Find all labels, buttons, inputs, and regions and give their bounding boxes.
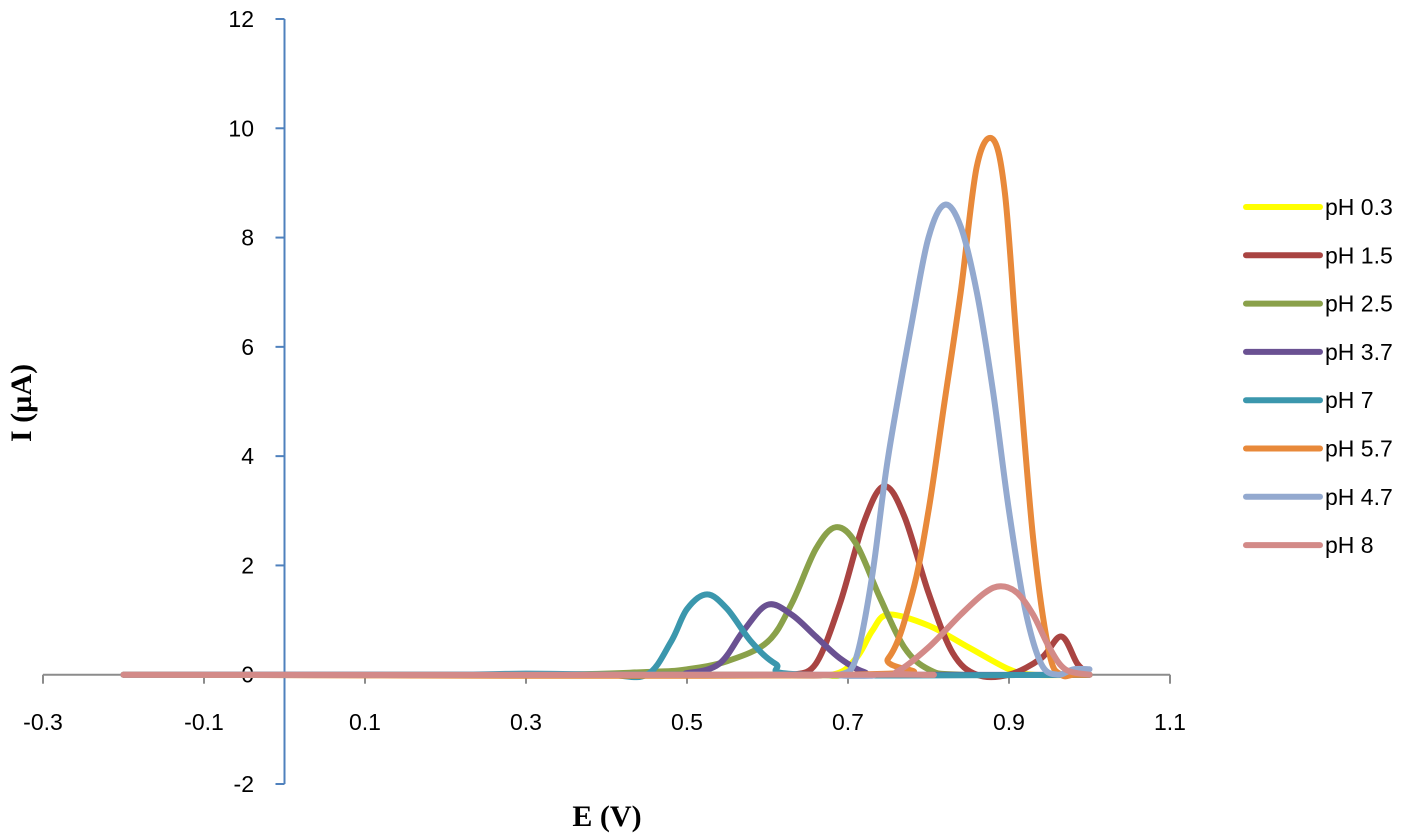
series-line-ph-5-7 — [120, 134, 1093, 680]
x-tick-label: 0.9 — [993, 709, 1025, 735]
legend-label-ph-1-5: pH 1.5 — [1325, 242, 1393, 268]
x-tick-label: 0.1 — [349, 709, 381, 735]
series-layer — [120, 134, 1093, 681]
y-tick-label: 12 — [228, 6, 254, 32]
series-line-ph-2-5 — [120, 524, 1093, 679]
legend-label-ph-5-7: pH 5.7 — [1325, 436, 1393, 462]
y-axis-title: I (µA) — [5, 364, 38, 442]
axes — [42, 18, 1171, 785]
y-tick-label: -2 — [234, 771, 254, 797]
series-line-ph-0-3 — [120, 611, 1093, 679]
y-tick-label: 2 — [241, 552, 254, 578]
x-tick-label: 0.5 — [671, 709, 703, 735]
legend-label-ph-3-7: pH 3.7 — [1325, 339, 1393, 365]
y-tick-label: 4 — [241, 443, 254, 469]
legend-label-ph-4-7: pH 4.7 — [1325, 484, 1393, 510]
y-tick-label: 10 — [228, 115, 254, 141]
series-line-ph-8 — [120, 583, 1093, 678]
legend-label-ph-8: pH 8 — [1325, 532, 1374, 558]
legend: pH 0.3 pH 1.5 pH 2.5 pH 3.7 pH 7 pH 5.7 pH 4.7… — [1243, 194, 1393, 558]
legend-label-ph-2-5: pH 2.5 — [1325, 291, 1393, 317]
x-tick-label: -0.3 — [23, 709, 63, 735]
x-axis-title: E (V) — [572, 800, 641, 833]
series-line-ph-1-5 — [120, 483, 1093, 681]
x-tick-label: 0.7 — [832, 709, 864, 735]
legend-label-ph-7: pH 7 — [1325, 387, 1374, 413]
x-tick-label: 0.3 — [510, 709, 542, 735]
legend-label-ph-0-3: pH 0.3 — [1325, 194, 1393, 220]
series-line-ph-4-7 — [120, 201, 1093, 679]
x-tick-label: -0.1 — [184, 709, 224, 735]
y-tick-label: 8 — [241, 225, 254, 251]
y-tick-label: 6 — [241, 334, 254, 360]
x-tick-label: 1.1 — [1154, 709, 1186, 735]
